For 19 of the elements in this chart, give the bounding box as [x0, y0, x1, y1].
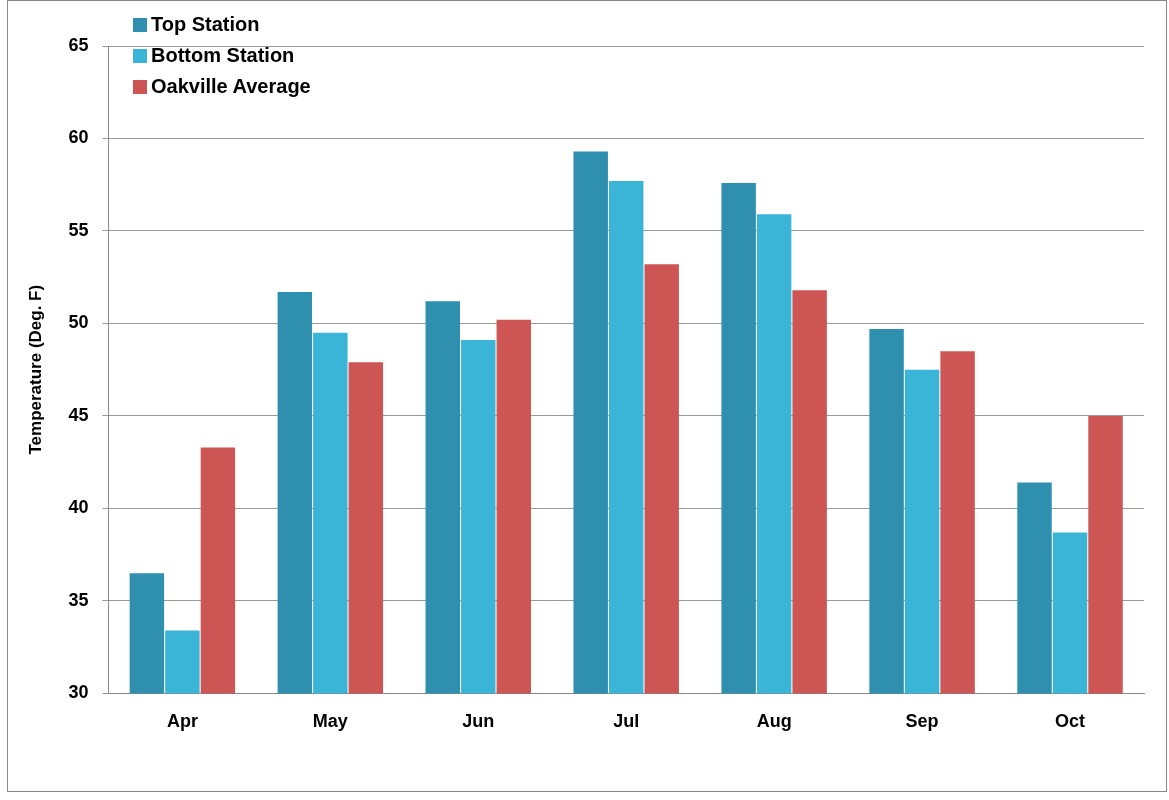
x-tick-label: Apr	[166, 711, 198, 732]
legend-label: Top Station	[151, 13, 260, 36]
y-tick-label: 50	[68, 312, 89, 333]
y-axis-title: Temperature (Deg. F)	[25, 284, 45, 455]
y-tick-label: 40	[68, 497, 89, 518]
x-tick-label: Jul	[613, 711, 640, 732]
y-tick-label: 35	[68, 589, 89, 610]
x-tick-label: Oct	[1055, 711, 1086, 732]
x-tick-label: Jun	[462, 711, 495, 732]
y-tick-label: 45	[68, 404, 89, 425]
legend-label: Oakville Average	[151, 75, 311, 98]
y-tick-label: 60	[68, 127, 89, 148]
y-tick-label: 30	[68, 682, 89, 703]
x-tick-label: Aug	[756, 711, 792, 732]
y-tick-label: 55	[68, 219, 89, 240]
legend-label: Bottom Station	[151, 44, 295, 67]
y-tick-label: 65	[68, 34, 89, 55]
x-tick-label: Sep	[905, 711, 939, 732]
x-tick-label: May	[312, 711, 348, 732]
